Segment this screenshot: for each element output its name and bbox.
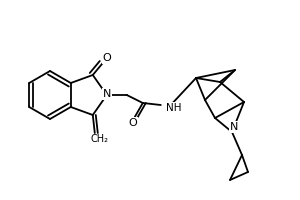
Text: CH₂: CH₂ xyxy=(91,134,109,144)
Text: O: O xyxy=(102,53,111,63)
Text: NH: NH xyxy=(166,103,181,113)
Text: O: O xyxy=(128,118,137,128)
Text: N: N xyxy=(230,122,238,132)
Text: N: N xyxy=(103,89,111,99)
